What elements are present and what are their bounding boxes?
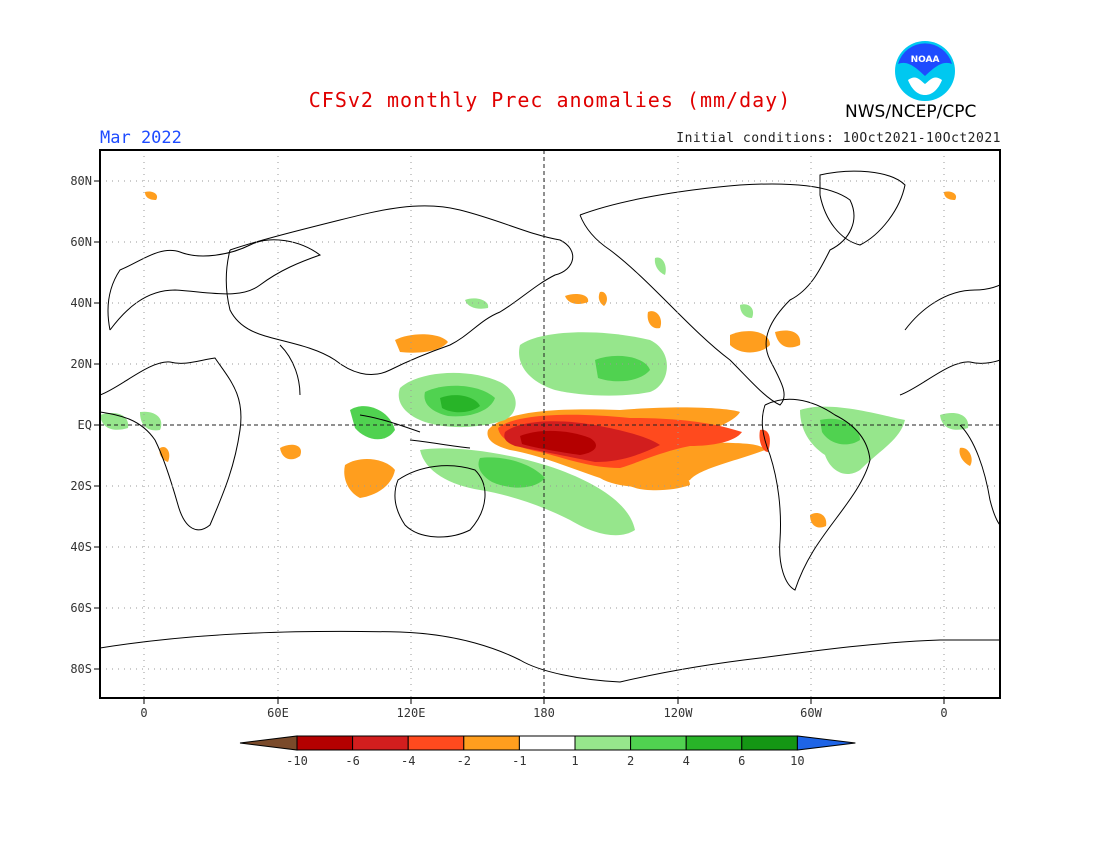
africa-wet (140, 411, 162, 431)
logo-top (898, 43, 952, 76)
lon-label: 120W (664, 706, 694, 720)
lon-label: 0 (140, 706, 147, 720)
gridlines (100, 150, 1000, 698)
east-africa-coast-dry (280, 444, 301, 460)
initial-conditions: Initial conditions: 10Oct2021-10Oct2021 (676, 131, 1001, 146)
coastlines (100, 170, 1000, 683)
map-border (99, 149, 1001, 699)
latitude-labels: 80N 60N 40N 20N EQ 20S 40S 60S 80S (70, 174, 92, 676)
colorbar-arrow-left (239, 735, 298, 751)
lon-label: 180 (533, 706, 555, 720)
lat-label: 60N (70, 235, 92, 249)
gulf-of-mexico-dry (730, 331, 770, 353)
atlantic-subtropic-dry (775, 330, 801, 348)
lat-label: EQ (78, 418, 92, 432)
north-pacific-wet-inner (595, 355, 650, 382)
colorbar-swatch (518, 735, 576, 751)
axis-ticks (94, 180, 945, 704)
north-pacific-dry-2 (598, 291, 607, 306)
lat-label: 40S (70, 540, 92, 554)
west-pacific-wet-core (440, 395, 480, 413)
colorbar-swatch (463, 735, 520, 751)
colorbar-arrow-right (796, 735, 856, 751)
colorbar: -10 -6 -4 -2 -1 1 2 4 6 10 (239, 735, 856, 768)
lon-label: 0 (940, 706, 947, 720)
colorbar-swatch (352, 735, 409, 751)
longitude-labels: 0 60E 120E 180 120W 60W 0 (140, 706, 947, 720)
dry-anomaly-regions (145, 191, 972, 528)
central-pacific-dry-core (520, 430, 596, 455)
logo-text: NOAA (911, 55, 940, 65)
japan-wet (465, 298, 489, 309)
colorbar-label: -6 (345, 754, 359, 768)
colorbar-label: 2 (627, 754, 634, 768)
north-pacific-dry-3 (647, 311, 662, 329)
west-africa-dry-right (959, 447, 972, 466)
wet-anomaly-regions (100, 257, 969, 536)
forecast-month: Mar 2022 (100, 128, 182, 148)
colorbar-label: 1 (571, 754, 578, 768)
lon-label: 120E (397, 706, 426, 720)
lat-label: 60S (70, 601, 92, 615)
maritime-continent-wet (350, 406, 395, 440)
figure-title: CFSv2 monthly Prec anomalies (mm/day) (308, 88, 792, 112)
colorbar-swatch (741, 735, 798, 751)
alaska-wet (654, 257, 666, 275)
south-pacific-dry (628, 468, 690, 491)
lon-label: 60W (800, 706, 822, 720)
arctic-dry-right (944, 191, 957, 200)
agency-label: NWS/NCEP/CPC (845, 102, 977, 122)
south-brazil-dry (810, 513, 827, 528)
colorbar-label: 4 (683, 754, 690, 768)
lat-label: 80S (70, 662, 92, 676)
lat-label: 80N (70, 174, 92, 188)
colorbar-swatch (407, 735, 465, 751)
colorbar-swatch (574, 735, 632, 751)
noaa-logo: NOAA (895, 41, 955, 101)
colorbar-swatch (685, 735, 743, 751)
indian-ocean-dry (344, 458, 395, 498)
colorbar-label: 6 (738, 754, 745, 768)
arctic-dry (145, 191, 158, 200)
lon-label: 60E (267, 706, 289, 720)
lat-label: 20S (70, 479, 92, 493)
colorbar-swatch (296, 735, 354, 751)
colorbar-swatch (630, 735, 687, 751)
us-wet (740, 304, 754, 318)
lat-label: 40N (70, 296, 92, 310)
logo-bird (908, 77, 942, 95)
south-china-dry (395, 334, 448, 353)
colorbar-label: 10 (790, 754, 804, 768)
colorbar-label: -4 (401, 754, 415, 768)
colorbar-label: -2 (457, 754, 471, 768)
west-africa-dry (159, 446, 170, 462)
lat-label: 20N (70, 357, 92, 371)
south-pacific-wet-mid (478, 457, 545, 488)
north-pacific-dry-1 (565, 294, 589, 304)
colorbar-label: -10 (286, 754, 308, 768)
colorbar-label: -1 (512, 754, 526, 768)
gulf-of-guinea-wet (100, 412, 129, 430)
